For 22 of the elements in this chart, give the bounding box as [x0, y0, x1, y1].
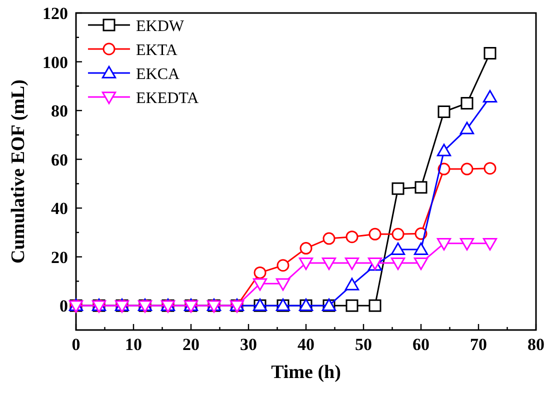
y-tick-label: 120 — [42, 4, 68, 23]
y-tick-label: 40 — [51, 199, 68, 218]
x-tick-label: 80 — [528, 335, 544, 354]
legend-label: EKCA — [136, 66, 180, 83]
legend-label: EKTA — [136, 42, 178, 59]
x-tick-label: 70 — [470, 335, 487, 354]
x-axis-title: Time (h) — [271, 362, 341, 383]
y-tick-label: 100 — [42, 52, 68, 72]
legend-label: EKDW — [136, 18, 185, 35]
y-tick-label: 60 — [51, 150, 68, 170]
x-tick-label: 50 — [355, 335, 372, 354]
x-tick-label: 10 — [125, 335, 142, 354]
x-tick-label: 0 — [72, 335, 80, 354]
x-tick-label: 20 — [182, 335, 200, 354]
y-tick-label: 0 — [60, 296, 68, 316]
y-tick-label: 80 — [51, 102, 68, 121]
y-axis-title: Cumulative EOF (mL) — [8, 79, 29, 264]
x-tick-label: 30 — [240, 335, 257, 354]
x-tick-label: 60 — [412, 335, 430, 354]
legend-label: EKEDTA — [136, 90, 200, 107]
y-tick-label: 20 — [51, 248, 68, 267]
x-tick-label: 40 — [298, 335, 314, 354]
